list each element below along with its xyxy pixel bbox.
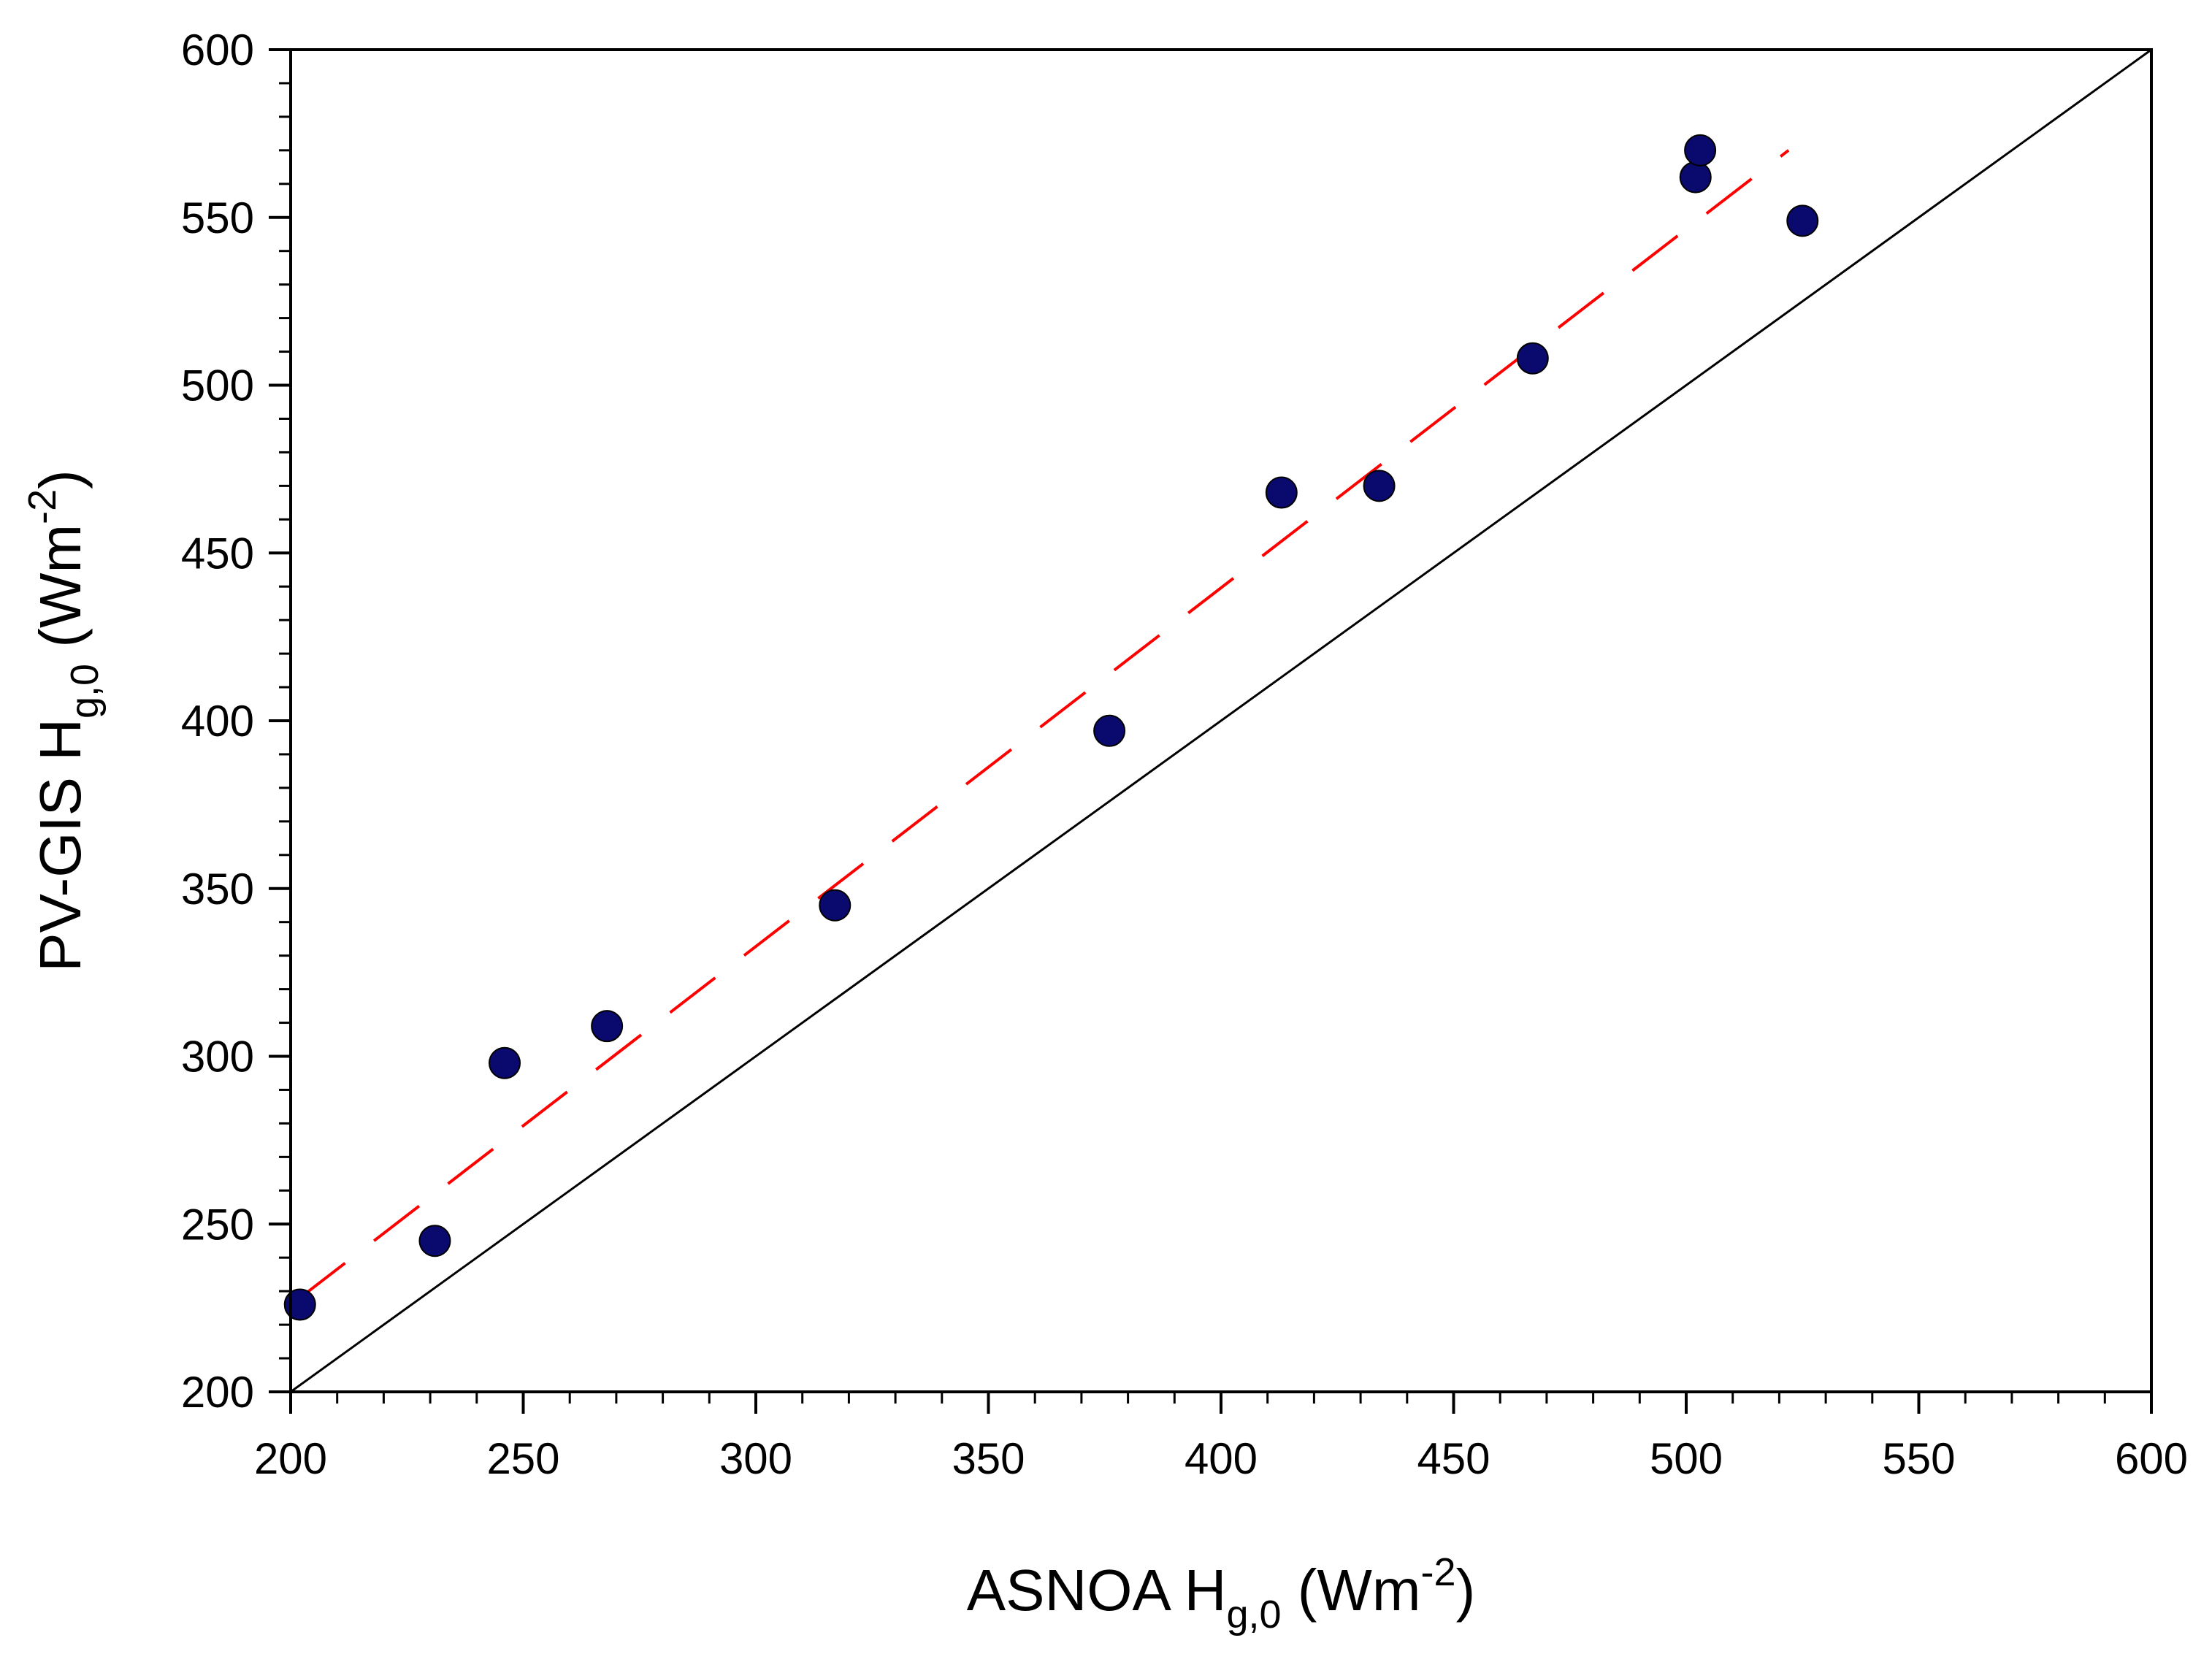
- y-tick-label: 300: [181, 1033, 254, 1081]
- x-tick-label: 550: [1882, 1434, 1955, 1483]
- data-point: [1516, 342, 1549, 375]
- x-tick-label: 450: [1417, 1434, 1490, 1483]
- regression-fit-line: [299, 149, 1790, 1299]
- data-point: [489, 1046, 521, 1079]
- y-tick-label: 400: [181, 697, 254, 746]
- data-point: [418, 1225, 451, 1257]
- x-tick-label: 300: [719, 1434, 792, 1483]
- one-to-one-line: [290, 48, 2152, 1393]
- data-point: [1265, 476, 1298, 509]
- y-tick-label: 600: [181, 26, 254, 74]
- x-tick-label: 250: [486, 1434, 559, 1483]
- data-point: [1679, 161, 1712, 194]
- data-point: [283, 1288, 316, 1321]
- y-tick-label: 450: [181, 529, 254, 578]
- data-point: [1684, 134, 1717, 166]
- x-tick-label: 400: [1185, 1434, 1258, 1483]
- tick-labels-layer: 200 250 300 350 400 450 500 550 600 200 250 300 350 4…: [181, 26, 2188, 1483]
- points-layer: [283, 134, 1819, 1321]
- x-tick-label: 600: [2115, 1434, 2188, 1483]
- data-point: [819, 889, 851, 922]
- y-tick-label: 200: [181, 1368, 254, 1417]
- data-point: [591, 1010, 624, 1043]
- plot-frame: [289, 48, 2153, 1393]
- x-tick-label: 500: [1650, 1434, 1723, 1483]
- data-point: [1093, 714, 1126, 747]
- x-axis-title: ASNOA Hg,0 (Wm-2): [967, 1550, 1475, 1636]
- x-tick-label: 200: [254, 1434, 327, 1483]
- y-tick-label: 500: [181, 361, 254, 410]
- lines-layer: [290, 48, 2152, 1393]
- major-ticks-layer: [269, 48, 2153, 1414]
- y-axis-title: PV-GIS Hg,0 (Wm-2): [20, 470, 107, 972]
- minor-ticks-layer: [279, 82, 2106, 1404]
- y-tick-label: 250: [181, 1200, 254, 1249]
- y-tick-label: 550: [181, 194, 254, 242]
- y-tick-label: 350: [181, 865, 254, 914]
- data-point: [1363, 470, 1396, 502]
- x-tick-label: 350: [952, 1434, 1025, 1483]
- data-point: [1786, 204, 1819, 237]
